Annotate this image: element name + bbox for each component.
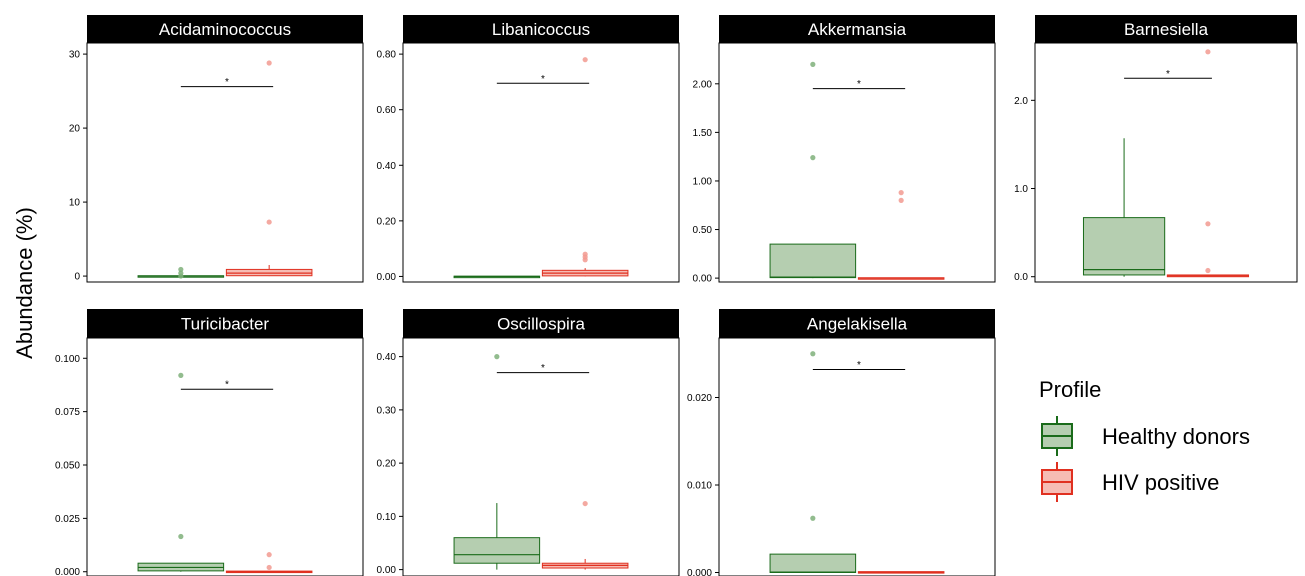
outlier-point xyxy=(810,155,815,160)
outlier-point xyxy=(899,198,904,203)
y-tick-label: 0.40 xyxy=(377,352,397,363)
panel-title: Angelakisella xyxy=(807,315,908,334)
significance-label: * xyxy=(541,363,545,374)
panel-akkermansia: Akkermansia 0.00 0.50 1.00 1.50 2.00 * xyxy=(693,15,995,285)
y-tick-label: 0.10 xyxy=(377,512,397,523)
y-tick-label: 1.0 xyxy=(1014,184,1028,195)
y-tick-label: 10 xyxy=(69,198,81,209)
outlier-point xyxy=(1205,221,1210,226)
panel-title: Libanicoccus xyxy=(492,20,590,39)
outlier-point xyxy=(810,516,815,521)
outlier-point xyxy=(494,354,499,359)
panel-frame xyxy=(87,338,363,576)
y-tick-label: 2.0 xyxy=(1014,96,1028,107)
y-tick-label: 0.40 xyxy=(377,161,397,172)
significance-label: * xyxy=(225,77,229,88)
outlier-point xyxy=(178,534,183,539)
box-healthy-donors xyxy=(454,276,540,278)
y-tick-label: 0.025 xyxy=(55,514,80,525)
y-tick-label: 0.0 xyxy=(1014,272,1028,283)
outlier-point xyxy=(899,190,904,195)
box-iqr xyxy=(770,554,856,572)
significance-label: * xyxy=(1166,69,1170,80)
legend-label: HIV positive xyxy=(1102,470,1219,495)
outlier-point xyxy=(1205,268,1210,273)
y-tick-label: 0.075 xyxy=(55,407,80,418)
outlier-point xyxy=(810,62,815,67)
legend-item-healthy-donors: Healthy donors xyxy=(1042,416,1250,456)
panel-title: Turicibacter xyxy=(181,315,270,334)
y-tick-label: 0.050 xyxy=(55,461,80,472)
outlier-point xyxy=(267,219,272,224)
y-tick-label: 0.00 xyxy=(377,565,397,576)
y-tick-label: 0.80 xyxy=(377,50,397,61)
y-tick-label: 1.00 xyxy=(693,176,713,187)
y-tick-label: 0.00 xyxy=(693,274,713,285)
panel-turicibacter: Turicibacter 0.000 0.025 0.050 0.075 0.100 * xyxy=(55,309,363,576)
y-tick-label: 0.010 xyxy=(687,481,712,492)
box-hiv-positive xyxy=(858,572,944,574)
legend-item-hiv-positive: HIV positive xyxy=(1042,462,1219,502)
outlier-point xyxy=(583,501,588,506)
outlier-point xyxy=(267,552,272,557)
panel-title: Acidaminococcus xyxy=(159,20,291,39)
y-tick-label: 0.000 xyxy=(55,567,80,576)
legend: Profile Healthy donors HIV positive xyxy=(1039,377,1250,502)
outlier-point xyxy=(810,351,815,356)
y-tick-label: 0.00 xyxy=(377,272,397,283)
panel-frame xyxy=(719,338,995,576)
significance-label: * xyxy=(541,74,545,85)
y-tick-label: 0.50 xyxy=(693,225,713,236)
legend-title: Profile xyxy=(1039,377,1101,402)
outlier-point xyxy=(178,267,183,272)
y-tick-label: 30 xyxy=(69,50,81,61)
panel-title: Oscillospira xyxy=(497,315,585,334)
y-tick-label: 0.20 xyxy=(377,459,397,470)
outlier-point xyxy=(178,373,183,378)
y-tick-label: 20 xyxy=(69,124,81,135)
outlier-point xyxy=(583,57,588,62)
outlier-point xyxy=(1205,49,1210,54)
panel-libanicoccus: Libanicoccus 0.00 0.20 0.40 0.60 0.80 * xyxy=(377,15,679,283)
y-tick-label: 0.60 xyxy=(377,105,397,116)
y-tick-label: 2.00 xyxy=(693,79,713,90)
box-iqr xyxy=(770,244,856,278)
legend-label: Healthy donors xyxy=(1102,424,1250,449)
y-tick-label: 0.020 xyxy=(687,393,712,404)
significance-label: * xyxy=(857,360,861,371)
panel-oscillospira: Oscillospira 0.00 0.10 0.20 0.30 0.40 * xyxy=(377,309,679,576)
box-iqr xyxy=(1083,218,1164,275)
y-tick-label: 0 xyxy=(74,272,80,283)
significance-label: * xyxy=(225,380,229,391)
panel-title: Akkermansia xyxy=(808,20,907,39)
outlier-point xyxy=(583,252,588,257)
y-tick-label: 0.30 xyxy=(377,405,397,416)
outlier-point xyxy=(267,60,272,65)
panel-title: Barnesiella xyxy=(1124,20,1209,39)
y-tick-label: 0.000 xyxy=(687,568,712,576)
panel-angelakisella: Angelakisella 0.000 0.010 0.020 * xyxy=(687,309,995,576)
y-axis-label: Abundance (%) xyxy=(12,207,37,359)
y-tick-label: 0.20 xyxy=(377,216,397,227)
y-tick-label: 1.50 xyxy=(693,128,713,139)
panel-acidaminococcus: Acidaminococcus 0 10 20 30 * xyxy=(69,15,363,283)
y-tick-label: 0.100 xyxy=(55,354,80,365)
box-iqr xyxy=(454,538,540,564)
outlier-point xyxy=(267,565,272,570)
panel-barnesiella: Barnesiella 0.0 1.0 2.0 * xyxy=(1014,15,1297,283)
significance-label: * xyxy=(857,79,861,90)
